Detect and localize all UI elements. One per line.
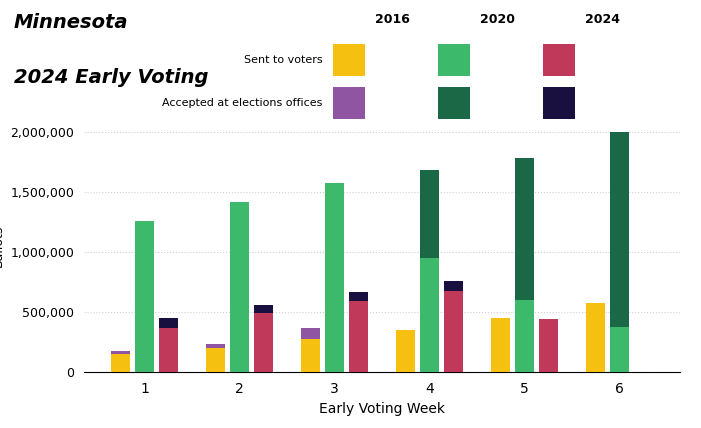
Bar bbox=[254, 305, 273, 313]
Bar bbox=[325, 183, 344, 372]
Bar bbox=[230, 202, 249, 372]
Bar bbox=[420, 258, 439, 372]
Bar bbox=[301, 339, 320, 372]
Bar bbox=[301, 328, 320, 339]
Text: Sent to voters: Sent to voters bbox=[244, 55, 322, 65]
FancyBboxPatch shape bbox=[333, 87, 365, 119]
Bar bbox=[158, 318, 178, 328]
Bar bbox=[111, 354, 130, 372]
FancyBboxPatch shape bbox=[438, 87, 470, 119]
Bar bbox=[349, 292, 368, 301]
Bar bbox=[586, 303, 606, 372]
Bar bbox=[254, 313, 273, 372]
Bar bbox=[610, 132, 629, 327]
Bar bbox=[444, 291, 463, 372]
Bar bbox=[515, 300, 534, 372]
FancyBboxPatch shape bbox=[543, 87, 575, 119]
Bar bbox=[158, 328, 178, 372]
FancyBboxPatch shape bbox=[333, 44, 365, 76]
Text: 2020: 2020 bbox=[480, 13, 515, 26]
Y-axis label: Ballots: Ballots bbox=[0, 225, 5, 268]
FancyBboxPatch shape bbox=[543, 44, 575, 76]
Bar bbox=[610, 327, 629, 372]
Text: 2024 Early Voting: 2024 Early Voting bbox=[14, 68, 208, 87]
Bar bbox=[135, 221, 154, 372]
Bar bbox=[539, 319, 558, 372]
Text: 2016: 2016 bbox=[375, 13, 410, 26]
FancyBboxPatch shape bbox=[438, 44, 470, 76]
Bar bbox=[206, 348, 225, 372]
X-axis label: Early Voting Week: Early Voting Week bbox=[319, 401, 445, 416]
Text: Minnesota: Minnesota bbox=[14, 13, 128, 32]
Bar bbox=[420, 170, 439, 258]
Bar bbox=[491, 318, 510, 372]
Bar bbox=[515, 158, 534, 300]
Bar bbox=[396, 330, 415, 372]
Text: 2024: 2024 bbox=[585, 13, 620, 26]
Text: Accepted at elections offices: Accepted at elections offices bbox=[162, 98, 322, 108]
Bar bbox=[444, 281, 463, 291]
Bar bbox=[349, 301, 368, 372]
Bar bbox=[206, 344, 225, 348]
Bar bbox=[111, 351, 130, 354]
